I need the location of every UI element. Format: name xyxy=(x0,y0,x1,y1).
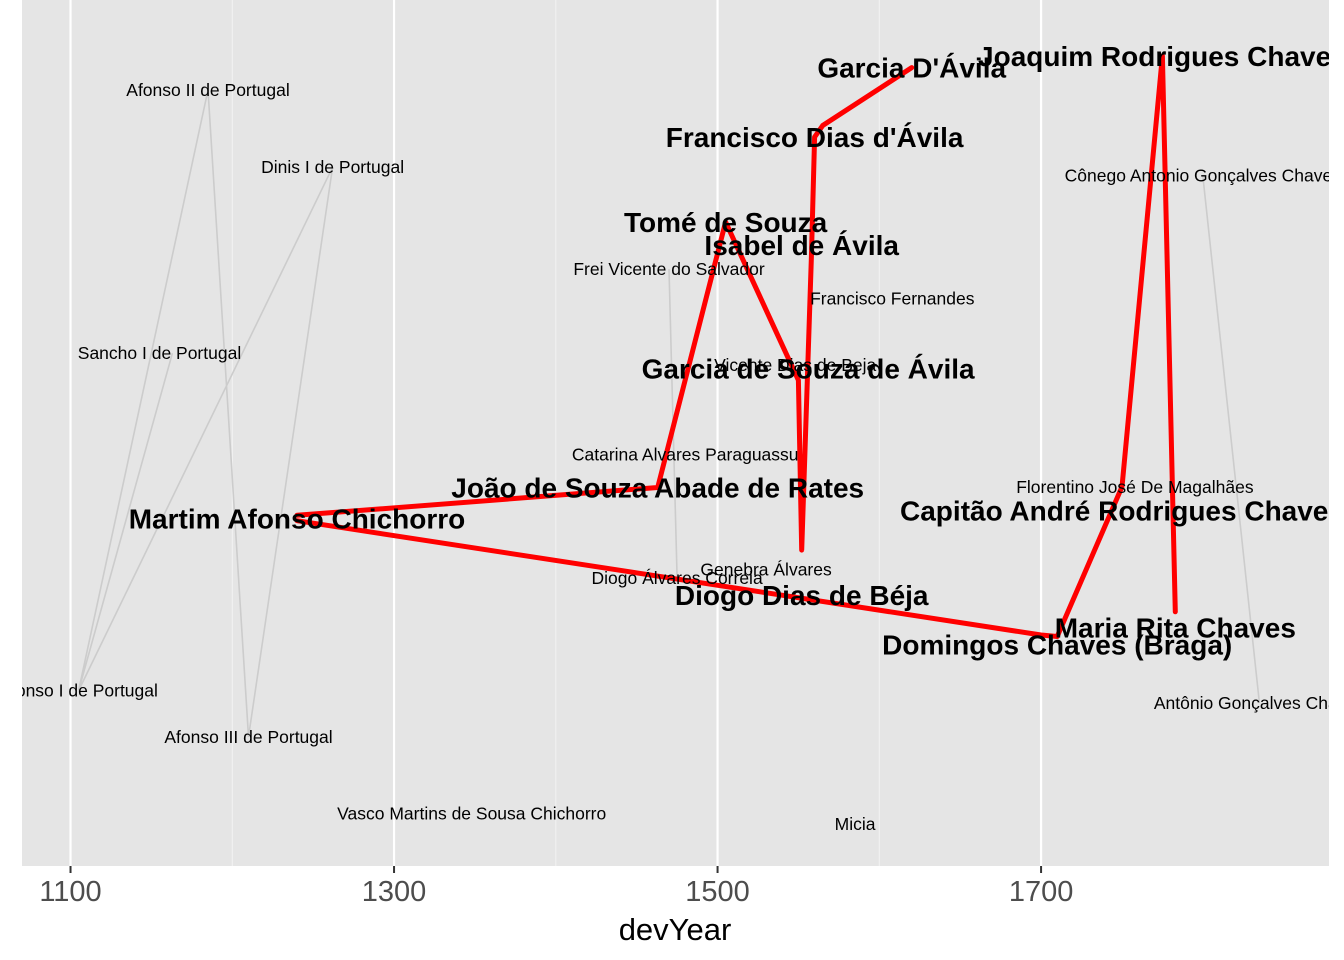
label-7: Catarina Alvares Paraguassu xyxy=(572,444,799,464)
label-highlight-25: Capitão André Rodrigues Chaves xyxy=(900,496,1344,527)
label-highlight-17: João de Souza Abade de Rates xyxy=(451,473,864,504)
x-axis-ticks: 1100 1300 1500 1700 xyxy=(39,866,1073,908)
label-highlight-21: Diogo Dias de Béja xyxy=(675,580,929,611)
label-5: Vasco Martins de Sousa Chichorro xyxy=(337,803,606,823)
label-12: Micia xyxy=(835,814,876,834)
label-8: Diogo Álvares Correia xyxy=(592,568,763,588)
label-2: Sancho I de Portugal xyxy=(78,343,241,363)
x-tick-label-0: 1100 xyxy=(39,876,101,908)
label-highlight-26: Maria Rita Chaves xyxy=(1055,612,1296,643)
label-13: Florentino José De Magalhães xyxy=(1016,477,1254,497)
label-highlight-20: Garcia de Souza de Ávila xyxy=(642,354,975,385)
highlight-line-3 xyxy=(294,65,915,553)
label-highlight-16: Martim Afonso Chichorro xyxy=(129,503,466,534)
plot-panel xyxy=(22,0,1329,866)
label-10: Vicente Dias de Beja xyxy=(714,355,876,375)
label-4: Afonso III de Portugal xyxy=(164,727,332,747)
label-14: Cônego Antonio Gonçalves Chaves xyxy=(1065,166,1342,186)
x-tick-label-2: 1500 xyxy=(685,876,750,908)
label-highlight-22: Francisco Dias d'Ávila xyxy=(666,122,964,153)
highlight-lines xyxy=(294,53,1178,639)
label-9: Genebra Álvares xyxy=(700,559,832,579)
label-1: Dinis I de Portugal xyxy=(261,157,404,177)
grid-lines xyxy=(69,0,1043,866)
label-0: Afonso II de Portugal xyxy=(126,80,289,100)
label-15: Antônio Gonçalves Chaves xyxy=(1154,693,1344,713)
x-tick-label-1: 1300 xyxy=(362,876,427,908)
label-highlight-27: Domingos Chaves (Braga) xyxy=(882,629,1232,660)
point-labels: Afonso II de Portugal Dinis I de Portugal… xyxy=(0,41,1344,834)
background-line-2 xyxy=(1202,175,1261,703)
highlight-line-4 xyxy=(294,53,1178,639)
label-highlight-23: Garcia D'Ávila xyxy=(817,53,1006,84)
label-highlight-18: Tomé de Souza xyxy=(624,207,828,238)
label-6: Frei Vicente do Salvador xyxy=(573,259,764,279)
label-highlight-24: Joaquim Rodrigues Chaves xyxy=(978,41,1344,72)
label-highlight-19: Isabel de Ávila xyxy=(704,230,899,261)
x-axis-title: devYear xyxy=(619,912,732,947)
background-line-0 xyxy=(77,89,334,738)
label-3: Afonso I de Portugal xyxy=(0,681,158,701)
label-11: Francisco Fernandes xyxy=(810,288,975,308)
x-tick-label-3: 1700 xyxy=(1009,876,1074,908)
